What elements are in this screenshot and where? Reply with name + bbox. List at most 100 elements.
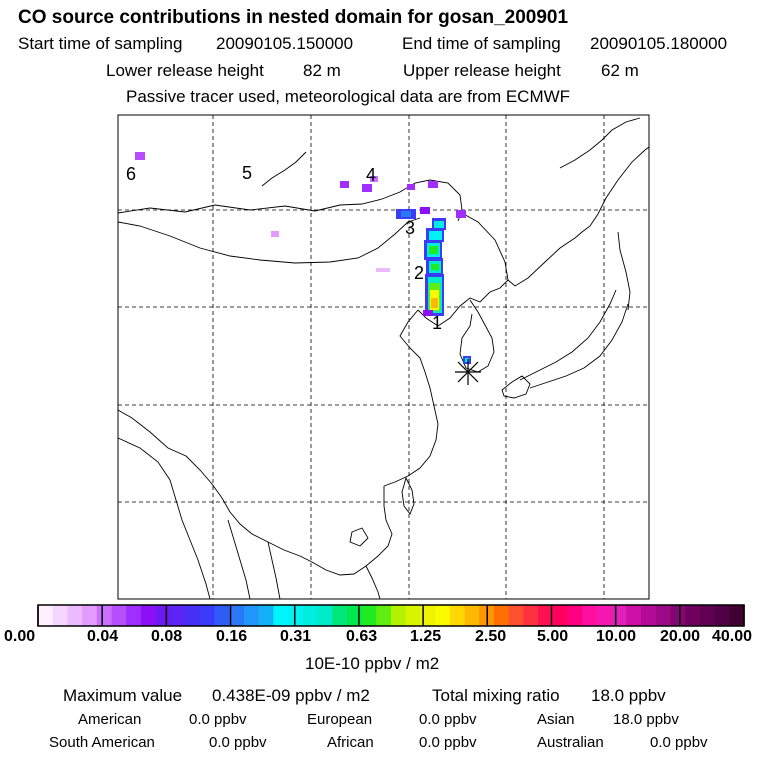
trajectory-label-4: 4 xyxy=(366,165,376,185)
colorbar-swatch xyxy=(626,605,642,626)
region-value: 0.0 ppbv xyxy=(189,711,247,728)
japan-honshu-coast xyxy=(519,289,617,381)
colorbar-swatch xyxy=(714,605,730,626)
colorbar-tick-label: 5.00 xyxy=(537,628,569,645)
plume-cell xyxy=(401,211,411,217)
mongolia-border xyxy=(117,179,463,222)
plot-title: CO source contributions in nested domain… xyxy=(18,7,569,28)
colorbar-swatch xyxy=(449,605,465,626)
colorbar-swatch xyxy=(302,605,318,626)
plume-cell xyxy=(271,231,279,237)
japan-kyushu-coast xyxy=(501,375,531,399)
colorbar-swatch xyxy=(641,605,657,626)
asterisk-icon xyxy=(455,359,481,385)
plume-cell xyxy=(431,264,439,270)
max-value: 0.438E-09 ppbv / m2 xyxy=(212,686,370,705)
trajectory-label-1: 1 xyxy=(432,313,442,333)
colorbar-swatch xyxy=(288,605,304,626)
colorbar-swatch xyxy=(582,605,598,626)
india-border xyxy=(117,437,211,600)
colorbar-swatch xyxy=(493,605,510,626)
coastlines xyxy=(117,117,650,600)
colorbar-swatch xyxy=(52,605,68,626)
colorbar-swatch xyxy=(82,605,98,626)
colorbar-ticks xyxy=(37,605,745,626)
colorbar-tick-label: 0.63 xyxy=(346,628,378,645)
max-value-label: Maximum value xyxy=(63,686,183,705)
colorbar-swatch xyxy=(229,605,245,626)
plume-cell xyxy=(362,184,372,192)
plume-cell xyxy=(456,210,466,218)
end-time-value: 20090105.180000 xyxy=(590,34,728,53)
colorbar-swatch xyxy=(552,605,568,626)
southwest-border xyxy=(117,409,301,557)
colorbar-swatch xyxy=(346,605,362,626)
amur-coast xyxy=(589,146,650,227)
plume-cell xyxy=(407,184,415,190)
colorbar-tick-label: 2.50 xyxy=(475,628,507,645)
colorbar-swatch xyxy=(508,605,524,626)
colorbar-swatch xyxy=(38,605,54,626)
hainan-coast xyxy=(349,527,369,547)
plume-cell xyxy=(465,358,469,362)
region-name: African xyxy=(327,734,374,751)
thai-border xyxy=(267,541,281,600)
colorbar-swatch xyxy=(685,605,701,626)
colorbar-swatch xyxy=(435,605,451,626)
region-value: 0.0 ppbv xyxy=(650,734,708,751)
colorbar-tick-label: 20.00 xyxy=(660,628,701,645)
colorbar-swatch xyxy=(729,605,745,626)
lower-release-value: 82 m xyxy=(303,61,341,80)
colorbar-swatch xyxy=(140,605,157,626)
colorbar-tick-label: 40.00 xyxy=(712,628,753,645)
map-frame xyxy=(117,114,650,600)
region-value: 0.0 ppbv xyxy=(419,734,477,751)
colorbar-swatch xyxy=(155,605,171,626)
colorbar-swatch xyxy=(538,605,554,626)
sakhalin-coast xyxy=(617,231,631,311)
plume-cell xyxy=(429,246,438,254)
colorbar-swatch xyxy=(596,605,613,626)
china-east-coast xyxy=(383,309,439,487)
colorbar-swatch xyxy=(611,605,627,626)
colorbar-swatch xyxy=(273,605,289,626)
region-name: European xyxy=(307,711,373,728)
trajectory-label-3: 3 xyxy=(405,218,415,238)
colorbar-swatch xyxy=(670,605,686,626)
baikal-coast xyxy=(261,151,307,187)
end-time-label: End time of sampling xyxy=(402,34,561,53)
colorbar-swatch xyxy=(170,605,186,626)
tracer-plume xyxy=(135,152,471,364)
upper-release-label: Upper release height xyxy=(403,61,561,80)
trajectory-label-5: 5 xyxy=(242,163,252,183)
japan-honshu-south-coast xyxy=(529,303,629,389)
vietnam-coast xyxy=(365,565,381,600)
bohai-coast xyxy=(417,279,509,327)
plume-cell xyxy=(429,231,442,240)
colorbar-swatch xyxy=(361,605,377,626)
trajectory-label-2: 2 xyxy=(414,263,424,283)
plume-cell xyxy=(431,298,438,308)
colorbar xyxy=(37,604,745,627)
colorbar-swatch xyxy=(67,605,83,626)
plume-cell xyxy=(340,181,349,188)
colorbar-swatch xyxy=(243,605,260,626)
colorbar-tick-label: 0.31 xyxy=(280,628,312,645)
region-name: Asian xyxy=(537,711,575,728)
colorbar-swatch xyxy=(523,605,539,626)
colorbar-swatch xyxy=(126,605,142,626)
colorbar-swatch xyxy=(391,605,407,626)
colorbar-tick-label: 0.16 xyxy=(216,628,248,645)
colorbar-swatch xyxy=(258,605,274,626)
colorbar-swatch xyxy=(317,605,333,626)
tracer-note: Passive tracer used, meteorological data… xyxy=(126,87,571,106)
upper-release-value: 62 m xyxy=(601,61,639,80)
plume-cell xyxy=(423,310,433,316)
region-name: American xyxy=(78,711,142,728)
graticule xyxy=(118,115,649,599)
region-value: 0.0 ppbv xyxy=(419,711,477,728)
colorbar-swatch xyxy=(376,605,392,626)
north-china-border xyxy=(117,217,421,264)
taiwan-coast xyxy=(401,476,415,515)
